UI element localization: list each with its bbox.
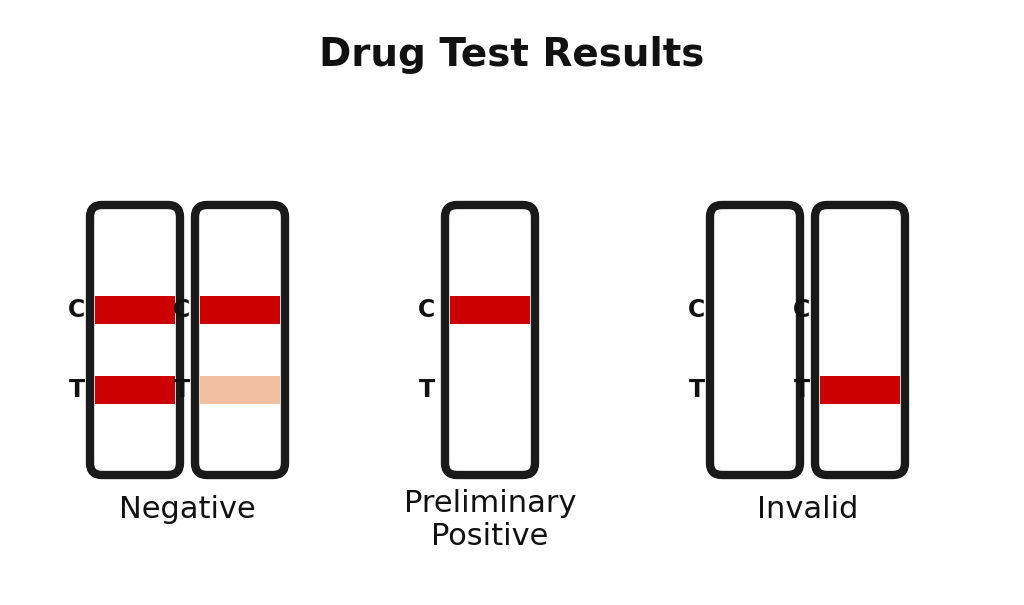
Bar bbox=[95, 296, 175, 324]
Text: C: C bbox=[793, 298, 810, 322]
Text: C: C bbox=[688, 298, 705, 322]
Bar bbox=[200, 296, 280, 324]
FancyBboxPatch shape bbox=[445, 205, 535, 475]
Bar bbox=[820, 376, 900, 404]
Text: Drug Test Results: Drug Test Results bbox=[319, 36, 705, 74]
Text: Negative: Negative bbox=[119, 495, 255, 525]
Text: T: T bbox=[689, 378, 705, 402]
Text: T: T bbox=[69, 378, 85, 402]
FancyBboxPatch shape bbox=[710, 205, 800, 475]
Bar bbox=[450, 296, 530, 324]
Bar bbox=[95, 376, 175, 404]
Bar bbox=[200, 376, 280, 404]
Text: T: T bbox=[794, 378, 810, 402]
Text: C: C bbox=[68, 298, 85, 322]
Text: T: T bbox=[419, 378, 435, 402]
FancyBboxPatch shape bbox=[815, 205, 905, 475]
Text: C: C bbox=[418, 298, 435, 322]
FancyBboxPatch shape bbox=[90, 205, 180, 475]
Text: Invalid: Invalid bbox=[758, 495, 859, 525]
Text: T: T bbox=[174, 378, 190, 402]
FancyBboxPatch shape bbox=[195, 205, 285, 475]
Text: C: C bbox=[173, 298, 190, 322]
Text: Preliminary
Positive: Preliminary Positive bbox=[403, 489, 577, 551]
